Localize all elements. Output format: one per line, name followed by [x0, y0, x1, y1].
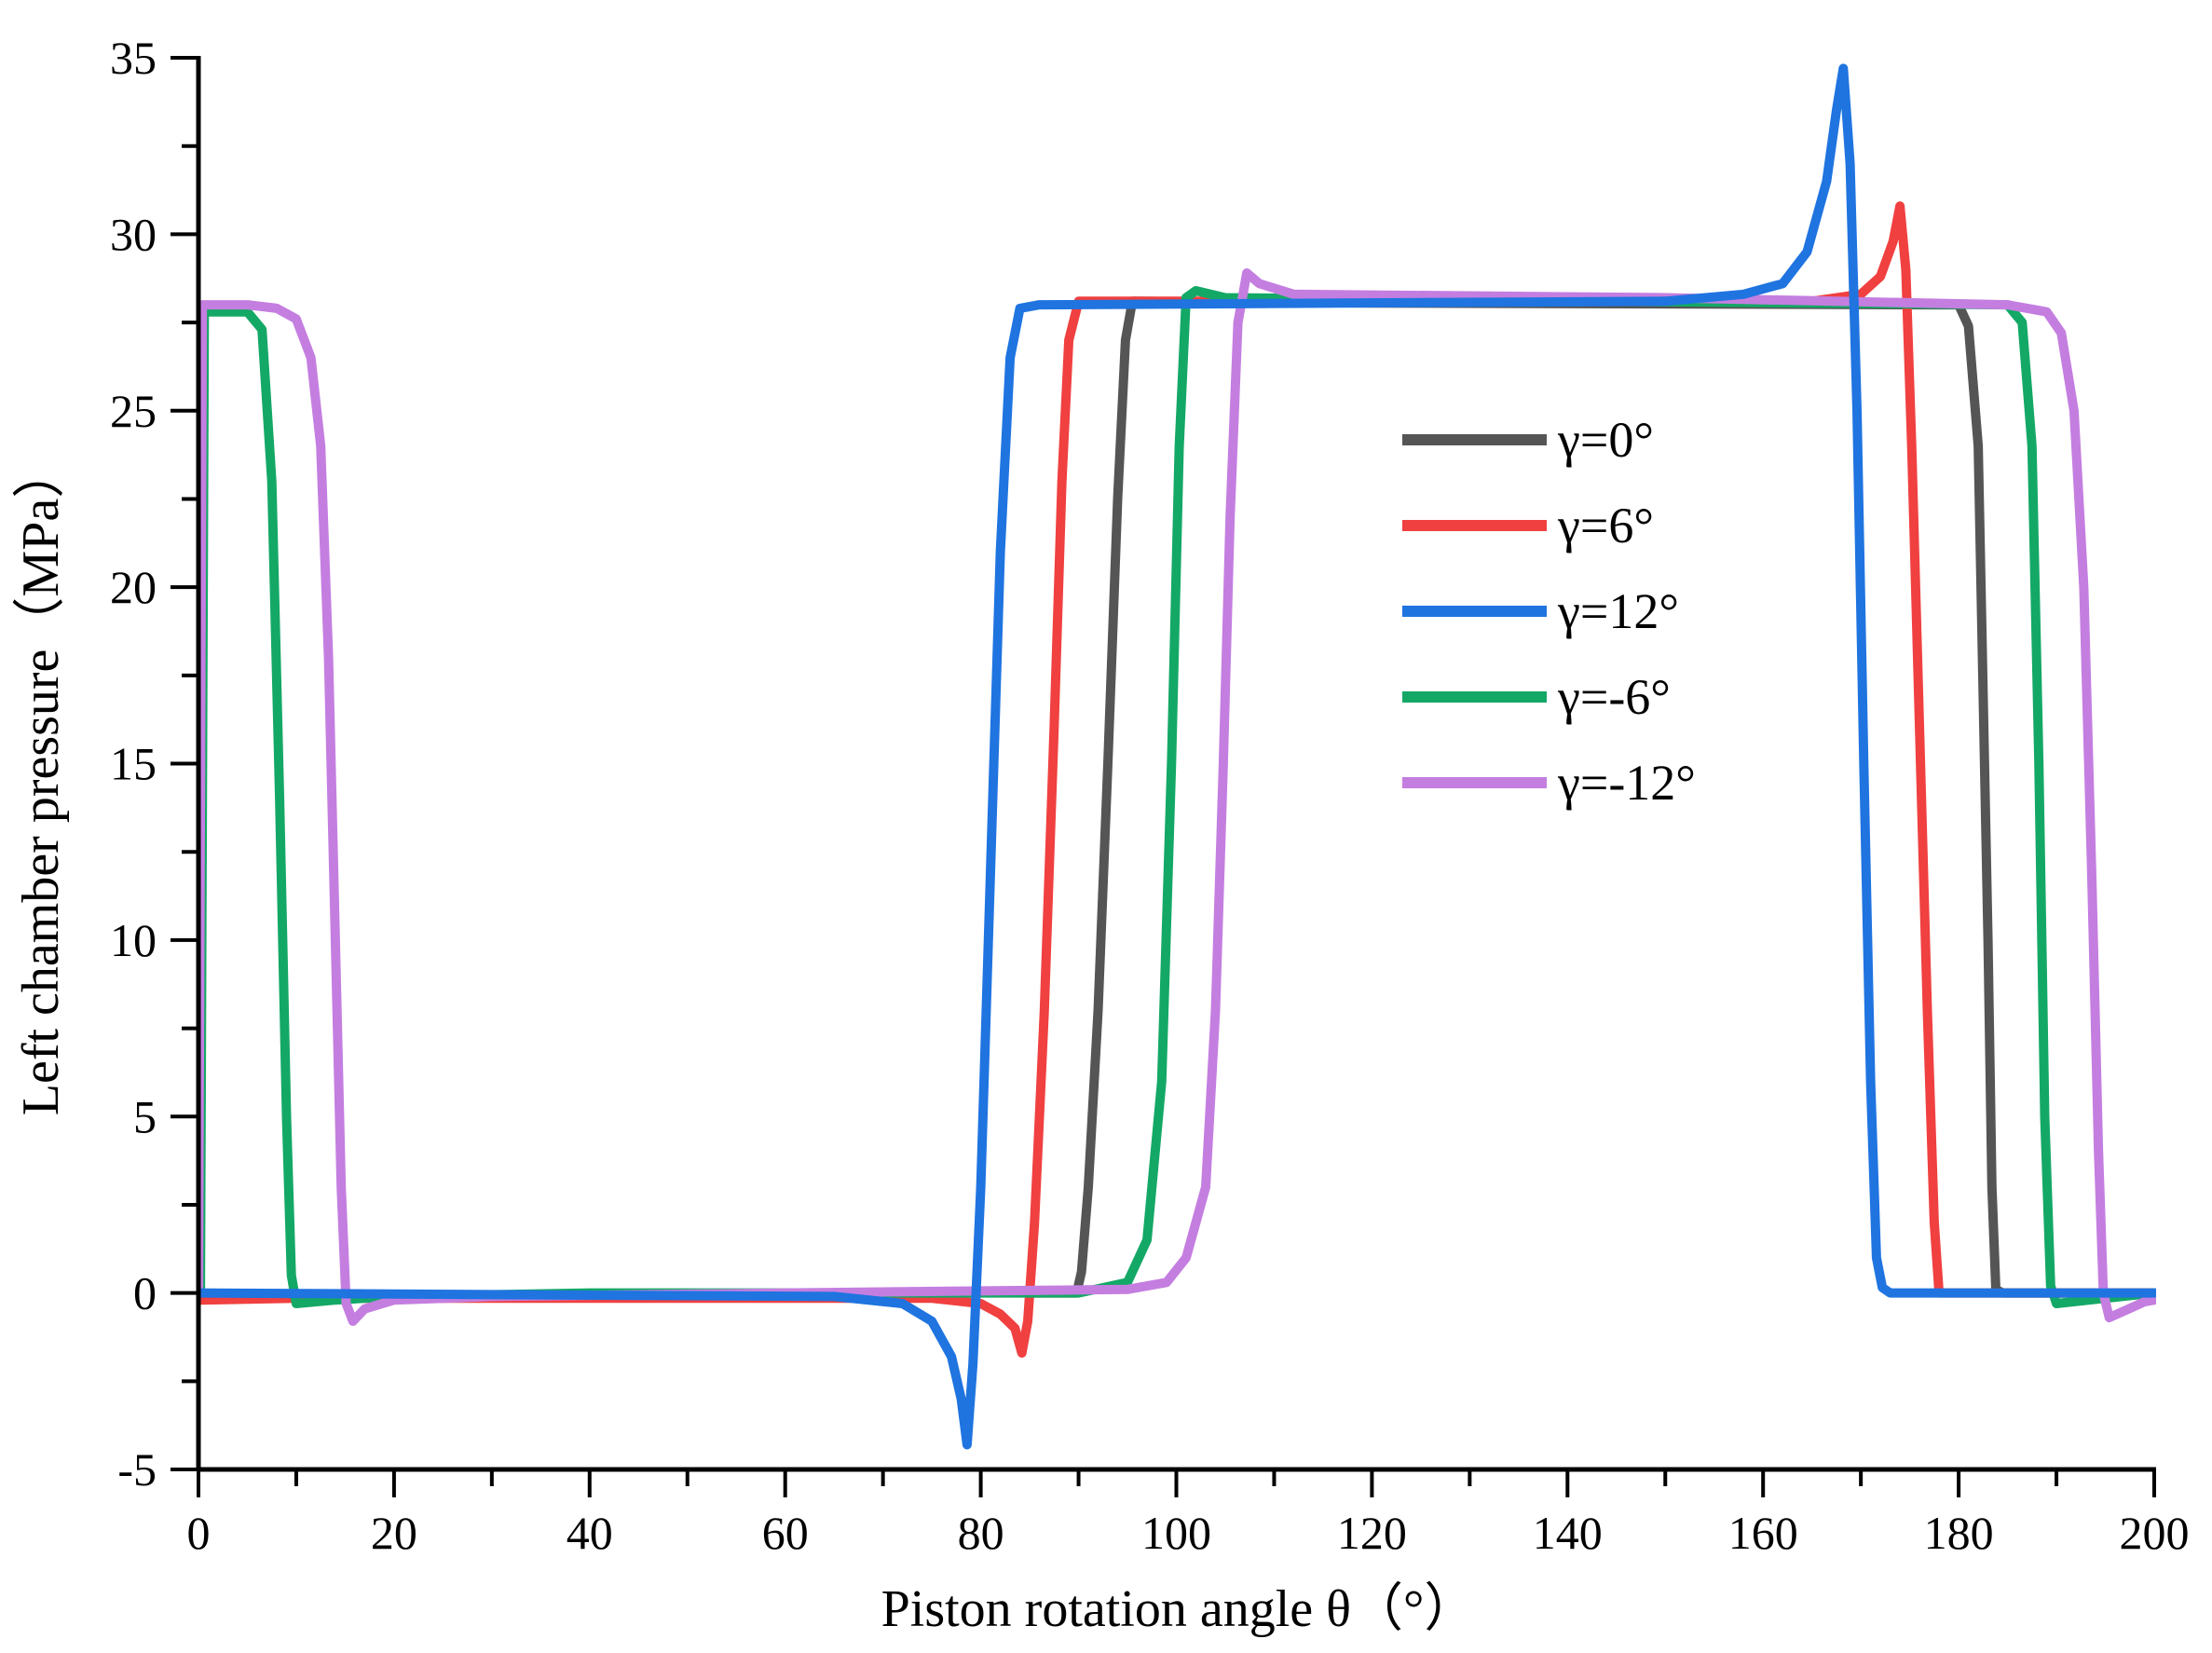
- x-tick-label: 40: [567, 1507, 613, 1559]
- x-tick-label: 160: [1728, 1507, 1798, 1559]
- legend-label-2: γ=6°: [1557, 498, 1654, 553]
- y-axis-title: Left chamber pressure（MPa）: [12, 446, 70, 1115]
- x-axis-title: Piston rotation angle θ（°）: [881, 1580, 1477, 1638]
- x-tick-label: 60: [762, 1507, 809, 1559]
- y-tick-label: 15: [110, 738, 157, 790]
- x-tick-label: 0: [187, 1507, 211, 1559]
- plot-series: [197, 63, 2156, 1450]
- x-tick-label: 180: [1924, 1507, 1994, 1559]
- series-line-2: [197, 201, 2156, 1358]
- x-tick-label: 80: [958, 1507, 1004, 1559]
- series-line-3: [197, 63, 2156, 1450]
- legend-label-5: γ=-12°: [1557, 755, 1696, 811]
- axes: 0 20 40 60 80 100 120 140 160 180 200 -5 0 5 10 15 20 25 3…: [110, 32, 2190, 1559]
- legend-label-1: γ=0°: [1557, 412, 1654, 468]
- legend: γ=0° γ=6° γ=12° γ=-6° γ=-12°: [1402, 412, 1696, 811]
- y-tick-label: 5: [133, 1090, 157, 1142]
- legend-label-3: γ=12°: [1557, 583, 1679, 639]
- y-tick-label: 35: [110, 32, 157, 84]
- y-tick-label: 20: [110, 561, 157, 613]
- x-tick-label: 140: [1533, 1507, 1603, 1559]
- y-tick-label: 10: [110, 914, 157, 966]
- x-tick-label: 100: [1141, 1507, 1211, 1559]
- y-tick-label: 0: [133, 1267, 157, 1319]
- series-line-4: [197, 286, 2156, 1308]
- x-tick-label: 120: [1337, 1507, 1407, 1559]
- y-tick-label: 25: [110, 385, 157, 437]
- series-line-5: [197, 268, 2156, 1326]
- legend-label-4: γ=-6°: [1557, 669, 1671, 725]
- y-tick-label: 30: [110, 208, 157, 260]
- x-tick-label: 20: [371, 1507, 417, 1559]
- y-tick-label: -5: [117, 1443, 157, 1496]
- x-tick-label: 200: [2120, 1507, 2190, 1559]
